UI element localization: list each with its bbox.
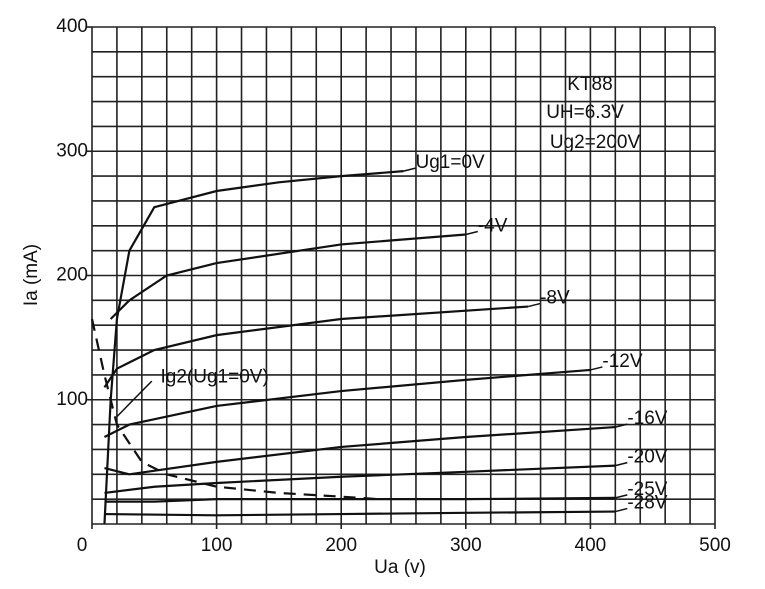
x-tick-label: 500 <box>699 535 731 556</box>
series-label: -20V <box>627 447 667 468</box>
series-label: Ug1=0V <box>416 152 486 173</box>
label-leader <box>615 461 628 467</box>
series-label: Ig2(Ug1=0V) <box>161 366 269 387</box>
label-leader <box>527 302 541 308</box>
note: UH=6.3V <box>546 102 624 123</box>
curve <box>104 496 616 503</box>
label-leader <box>615 494 628 499</box>
x-tick-label: 300 <box>450 535 482 556</box>
series-label: -16V <box>627 408 667 429</box>
x-tick-label: 100 <box>201 535 233 556</box>
curve <box>103 305 529 388</box>
series-label: -12V <box>602 351 642 372</box>
x-axis-title: Ua (v) <box>374 557 426 578</box>
series-label: -8V <box>540 288 570 309</box>
y-tick-label: 400 <box>56 16 88 37</box>
label-leader <box>590 366 603 371</box>
note: Ug2=200V <box>550 132 641 153</box>
x-tick-label: 400 <box>575 535 607 556</box>
y-tick-label: 200 <box>56 265 88 286</box>
series-label: -28V <box>627 493 667 514</box>
label-leader <box>116 380 153 418</box>
series-label: -4V <box>478 216 508 237</box>
curve <box>104 464 616 495</box>
label-leader <box>615 423 628 428</box>
curve <box>90 318 379 501</box>
label-leader <box>615 507 628 513</box>
y-tick-label: 300 <box>56 140 88 161</box>
curve <box>104 425 616 476</box>
x-tick-label: 0 <box>77 535 88 556</box>
y-tick-label: 100 <box>56 389 88 410</box>
label-leader <box>403 167 416 172</box>
curve <box>104 510 616 517</box>
label-leader <box>465 230 478 236</box>
series-label: -25V <box>627 479 667 500</box>
curve <box>103 170 404 525</box>
y-axis-title: Ia (mA) <box>21 244 42 306</box>
x-tick-label: 200 <box>325 535 357 556</box>
curve <box>103 368 591 439</box>
curve <box>109 233 466 320</box>
